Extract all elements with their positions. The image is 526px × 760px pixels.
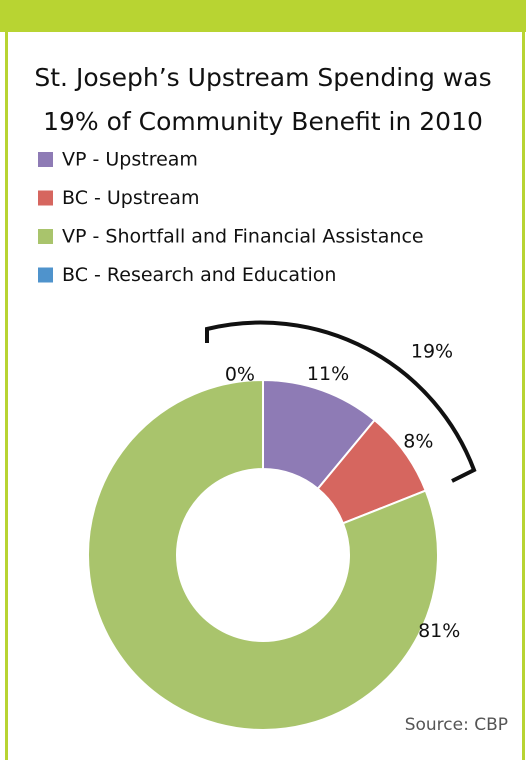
value-label: 0% xyxy=(225,364,255,386)
left-border xyxy=(5,32,8,760)
legend-swatch xyxy=(38,190,53,206)
chart-title: St. Joseph’s Upstream Spending was 19% o… xyxy=(34,63,492,136)
value-label: 81% xyxy=(418,620,460,642)
legend-swatch xyxy=(38,229,53,244)
value-label: 11% xyxy=(307,363,349,385)
legend-swatch xyxy=(38,152,53,167)
legend-label: BC - Research and Education xyxy=(62,264,336,286)
annotation: 19% xyxy=(411,341,453,363)
slice xyxy=(87,378,439,731)
top-bar xyxy=(0,0,526,32)
legend-label: BC - Upstream xyxy=(62,187,199,209)
right-border xyxy=(522,32,525,760)
legend-label: VP - Shortfall and Financial Assistance xyxy=(62,226,424,248)
source: Source: CBP xyxy=(405,715,508,735)
value-label: 8% xyxy=(403,431,433,453)
legend-swatch xyxy=(38,267,53,283)
bracket xyxy=(205,320,477,483)
legend-label: VP - Upstream xyxy=(62,149,198,171)
